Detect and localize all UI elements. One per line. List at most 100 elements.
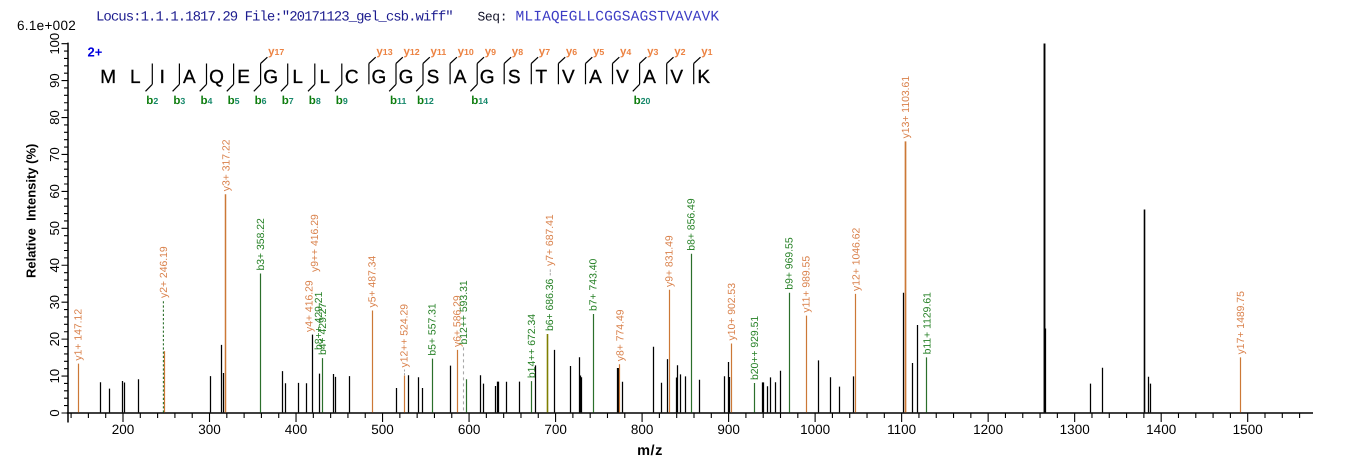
svg-text:30: 30 [47, 295, 62, 309]
svg-text:100: 100 [47, 33, 62, 55]
svg-text:700: 700 [544, 422, 567, 437]
svg-text:b9+ 969.55: b9+ 969.55 [785, 237, 796, 290]
svg-text:10: 10 [47, 369, 62, 383]
svg-text:b12: b12 [417, 95, 434, 107]
svg-text:K: K [697, 67, 710, 88]
svg-text:0: 0 [47, 409, 62, 416]
svg-text:40: 40 [47, 258, 62, 272]
svg-text:y4: y4 [620, 46, 631, 58]
svg-text:L: L [320, 67, 331, 88]
svg-text:90: 90 [47, 73, 62, 87]
svg-text:b4: b4 [201, 95, 213, 107]
svg-text:y9+ 831.49: y9+ 831.49 [665, 235, 676, 287]
svg-text:60: 60 [47, 184, 62, 198]
svg-text:V: V [616, 67, 629, 88]
svg-text:b3+ 358.22: b3+ 358.22 [256, 218, 267, 271]
svg-text:b4+ 429.27: b4+ 429.27 [318, 302, 329, 355]
svg-text:y11+ 989.55: y11+ 989.55 [802, 256, 813, 313]
svg-text:1500: 1500 [1233, 422, 1263, 437]
svg-text:b2: b2 [146, 95, 158, 107]
svg-text:y17+ 1489.75: y17+ 1489.75 [1236, 291, 1247, 354]
svg-text:b8+ 856.49: b8+ 856.49 [687, 198, 698, 251]
svg-text:b7+ 743.40: b7+ 743.40 [589, 258, 600, 311]
svg-text:y6+ 586.29: y6+ 586.29 [453, 295, 464, 347]
svg-text:V: V [670, 67, 683, 88]
svg-text:G: G [480, 67, 495, 88]
svg-text:m/z: m/z [637, 443, 663, 459]
svg-text:A: A [643, 67, 656, 88]
svg-text:b8++ 429.21: b8++ 429.21 [314, 291, 325, 350]
svg-text:b6: b6 [255, 95, 267, 107]
svg-text:b9: b9 [336, 95, 348, 107]
svg-text:Seq:: Seq: [478, 10, 508, 25]
svg-text:300: 300 [198, 422, 221, 437]
svg-text:1200: 1200 [973, 422, 1003, 437]
svg-text:b14++ 672.34: b14++ 672.34 [527, 314, 538, 378]
svg-text:Q: Q [209, 67, 224, 88]
svg-text:G: G [263, 67, 278, 88]
svg-text:b6+ 686.36 -- y7+ 687.41: b6+ 686.36 -- y7+ 687.41 [545, 214, 556, 331]
svg-text:b7: b7 [282, 95, 294, 107]
svg-text:b11: b11 [390, 95, 406, 107]
svg-text:E: E [237, 67, 250, 88]
svg-text:20: 20 [47, 332, 62, 346]
svg-text:800: 800 [631, 422, 654, 437]
svg-text:T: T [535, 67, 547, 88]
svg-text:V: V [562, 67, 575, 88]
svg-text:b5: b5 [228, 95, 240, 107]
svg-text:A: A [454, 67, 467, 88]
svg-text:70: 70 [47, 147, 62, 161]
svg-text:b14: b14 [471, 95, 488, 107]
svg-text:y9: y9 [485, 46, 496, 58]
svg-text:2+: 2+ [88, 44, 103, 59]
svg-text:y2+ 246.19: y2+ 246.19 [159, 246, 170, 298]
svg-text:y6: y6 [566, 46, 577, 58]
svg-text:L: L [130, 67, 141, 88]
svg-text:y2: y2 [674, 46, 685, 58]
svg-text:80: 80 [47, 110, 62, 124]
svg-text:50: 50 [47, 221, 62, 235]
svg-text:Locus:1.1.1.1817.29 File:"2017: Locus:1.1.1.1817.29 File:"20171123_gel_c… [96, 10, 453, 26]
svg-text:1100: 1100 [887, 422, 916, 437]
svg-text:C: C [345, 67, 359, 88]
svg-text:G: G [399, 67, 414, 88]
svg-text:y13: y13 [376, 46, 392, 58]
svg-text:y5: y5 [593, 46, 604, 58]
svg-text:y9++ 416.29: y9++ 416.29 [310, 214, 321, 272]
svg-text:G: G [372, 67, 387, 88]
svg-text:M: M [100, 67, 116, 88]
svg-text:L: L [292, 67, 303, 88]
svg-text:y8+ 774.49: y8+ 774.49 [615, 309, 626, 361]
svg-text:b8: b8 [309, 95, 321, 107]
svg-text:y3: y3 [647, 46, 658, 58]
svg-text:600: 600 [458, 422, 481, 437]
svg-text:b20: b20 [634, 95, 651, 107]
svg-text:y12+ 1046.62: y12+ 1046.62 [851, 228, 862, 291]
svg-text:900: 900 [717, 422, 740, 437]
svg-text:y11: y11 [431, 46, 447, 58]
svg-text:y1: y1 [701, 46, 712, 58]
svg-text:y10: y10 [458, 46, 474, 58]
svg-text:y7: y7 [539, 46, 550, 58]
svg-text:y13+ 1103.61: y13+ 1103.61 [901, 76, 912, 139]
svg-text:y5+ 487.34: y5+ 487.34 [368, 256, 379, 308]
svg-text:b12++ 593.31: b12++ 593.31 [459, 280, 470, 344]
svg-text:A: A [183, 67, 196, 88]
svg-text:b5+ 557.31: b5+ 557.31 [428, 303, 439, 356]
svg-text:400: 400 [285, 422, 308, 437]
svg-text:I: I [160, 67, 165, 88]
svg-text:1400: 1400 [1146, 422, 1176, 437]
svg-text:Relative Intensity (%): Relative Intensity (%) [24, 144, 39, 278]
svg-text:y8: y8 [512, 46, 523, 58]
svg-text:MLIAQEGLLCGGSAGSTVAVAVK: MLIAQEGLLCGGSAGSTVAVAVK [516, 10, 720, 26]
svg-text:6.1e+002: 6.1e+002 [17, 18, 76, 33]
svg-text:y12++ 524.29: y12++ 524.29 [400, 304, 411, 368]
svg-text:b11+ 1129.61: b11+ 1129.61 [922, 292, 933, 355]
svg-text:200: 200 [112, 422, 135, 437]
svg-text:b20++ 929.51: b20++ 929.51 [750, 316, 761, 380]
svg-text:1300: 1300 [1060, 422, 1090, 437]
svg-text:y4+ 416.29: y4+ 416.29 [305, 280, 316, 332]
svg-text:A: A [589, 67, 602, 88]
svg-text:y17: y17 [268, 46, 284, 58]
svg-text:S: S [508, 67, 521, 88]
